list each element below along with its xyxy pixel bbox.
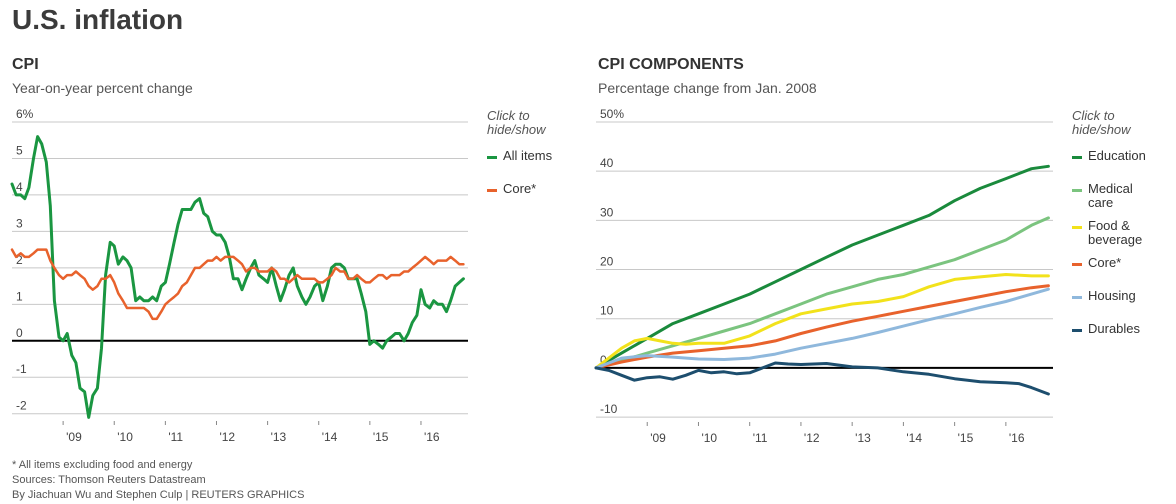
cpi-legend-item-all-items[interactable]: All items: [487, 149, 552, 163]
cpi-panel-title: CPI: [12, 56, 39, 73]
components-y-tick-label: 20: [600, 255, 614, 269]
components-legend-label: Core*: [1088, 255, 1122, 270]
cpi-x-tick-label: '11: [168, 430, 183, 444]
cpi-series-core[interactable]: [10, 248, 465, 321]
cpi-panel-subtitle: Year-on-year percent change: [12, 80, 193, 96]
cpi-legend-label: Core*: [503, 181, 537, 196]
page-title: U.S. inflation: [12, 4, 184, 35]
components-y-tick-label: -10: [600, 402, 618, 416]
cpi-legend-label: All items: [503, 148, 553, 163]
cpi-y-tick-label: -1: [16, 362, 27, 376]
components-legend-label: Education: [1088, 148, 1146, 163]
cpi-y-tick-label: 1: [16, 289, 23, 303]
components-legend-swatch: [1072, 329, 1082, 332]
components-legend: Click to hide/show Education Medical care…: [1072, 109, 1146, 355]
components-legend-item-durables[interactable]: Durables: [1072, 322, 1146, 336]
footnote: * All items excluding food and energy: [12, 459, 193, 471]
components-y-tick-label: 30: [600, 205, 614, 219]
components-legend-item-housing[interactable]: Housing: [1072, 289, 1146, 303]
cpi-x-tick-label: '12: [219, 430, 235, 444]
cpi-series-all-items[interactable]: [10, 135, 465, 419]
components-series-education[interactable]: [594, 164, 1050, 370]
components-x-tick-label: '14: [906, 431, 922, 445]
components-y-tick-label: 40: [600, 156, 614, 170]
cpi-y-tick-label: 4: [16, 180, 23, 194]
components-series-durables[interactable]: [594, 361, 1050, 396]
cpi-legend-swatch: [487, 156, 497, 159]
components-series-core[interactable]: [594, 284, 1050, 370]
components-x-tick-label: '15: [958, 431, 974, 445]
components-x-tick-label: '09: [650, 431, 666, 445]
components-legend-item-core[interactable]: Core*: [1072, 256, 1146, 270]
components-series-medical-care[interactable]: [594, 216, 1050, 370]
cpi-x-tick-label: '16: [424, 430, 440, 444]
cpi-x-tick-label: '09: [66, 430, 82, 444]
components-legend-swatch: [1072, 156, 1082, 159]
components-legend-item-medical-care[interactable]: Medical care: [1072, 182, 1146, 210]
components-series-food-beverage[interactable]: [594, 273, 1050, 370]
components-legend-label: Housing: [1088, 288, 1136, 303]
cpi-legend-swatch: [487, 189, 497, 192]
components-legend-swatch: [1072, 189, 1082, 192]
components-legend-hint: Click to hide/show: [1072, 108, 1131, 137]
cpi-x-tick-label: '13: [271, 430, 287, 444]
cpi-y-tick-label: -2: [16, 399, 27, 413]
components-legend-swatch: [1072, 226, 1082, 229]
cpi-legend-hint: Click to hide/show: [487, 108, 546, 137]
cpi-y-tick-label: 5: [16, 143, 23, 157]
components-legend-label: Medical care: [1088, 181, 1133, 210]
cpi-legend: Click to hide/show All items Core*: [487, 109, 552, 215]
components-legend-label: Food & beverage: [1088, 218, 1143, 247]
components-x-tick-label: '10: [701, 431, 717, 445]
components-x-tick-label: '11: [753, 431, 768, 445]
cpi-x-tick-label: '10: [117, 430, 133, 444]
credit-line: By Jiachuan Wu and Stephen Culp | REUTER…: [12, 489, 305, 501]
components-x-tick-label: '12: [804, 431, 820, 445]
components-y-tick-label: 0: [600, 353, 607, 367]
components-legend-label: Durables: [1088, 321, 1141, 336]
cpi-components-chart: -10 0 10 20 30 40 50% '09 '10 '11 '12 '13 '14 '15 '16: [594, 107, 1053, 445]
components-legend-item-food-beverage[interactable]: Food & beverage: [1072, 219, 1146, 247]
components-y-tick-label: 50%: [600, 107, 624, 121]
components-legend-swatch: [1072, 263, 1082, 266]
components-legend-swatch: [1072, 296, 1082, 299]
cpi-y-tick-label: 3: [16, 216, 23, 230]
components-legend-item-education[interactable]: Education: [1072, 149, 1146, 163]
components-panel-subtitle: Percentage change from Jan. 2008: [598, 80, 817, 96]
cpi-y-tick-label: 6%: [16, 107, 34, 121]
components-series-housing[interactable]: [594, 287, 1050, 370]
cpi-y-tick-label: 2: [16, 253, 23, 267]
cpi-legend-item-core[interactable]: Core*: [487, 182, 552, 196]
cpi-x-tick-label: '14: [322, 430, 338, 444]
components-x-tick-label: '16: [1009, 431, 1025, 445]
cpi-chart: -2 -1 0 1 2 3 4 5 6% '09 '10 '11 '12 '13 '14 '15 '16: [10, 107, 468, 444]
cpi-x-tick-label: '15: [373, 430, 389, 444]
components-panel-title: CPI COMPONENTS: [598, 56, 744, 73]
components-x-tick-label: '13: [855, 431, 871, 445]
components-y-tick-label: 10: [600, 304, 614, 318]
cpi-y-tick-label: 0: [16, 326, 23, 340]
sources-note: Sources: Thomson Reuters Datastream: [12, 474, 206, 486]
